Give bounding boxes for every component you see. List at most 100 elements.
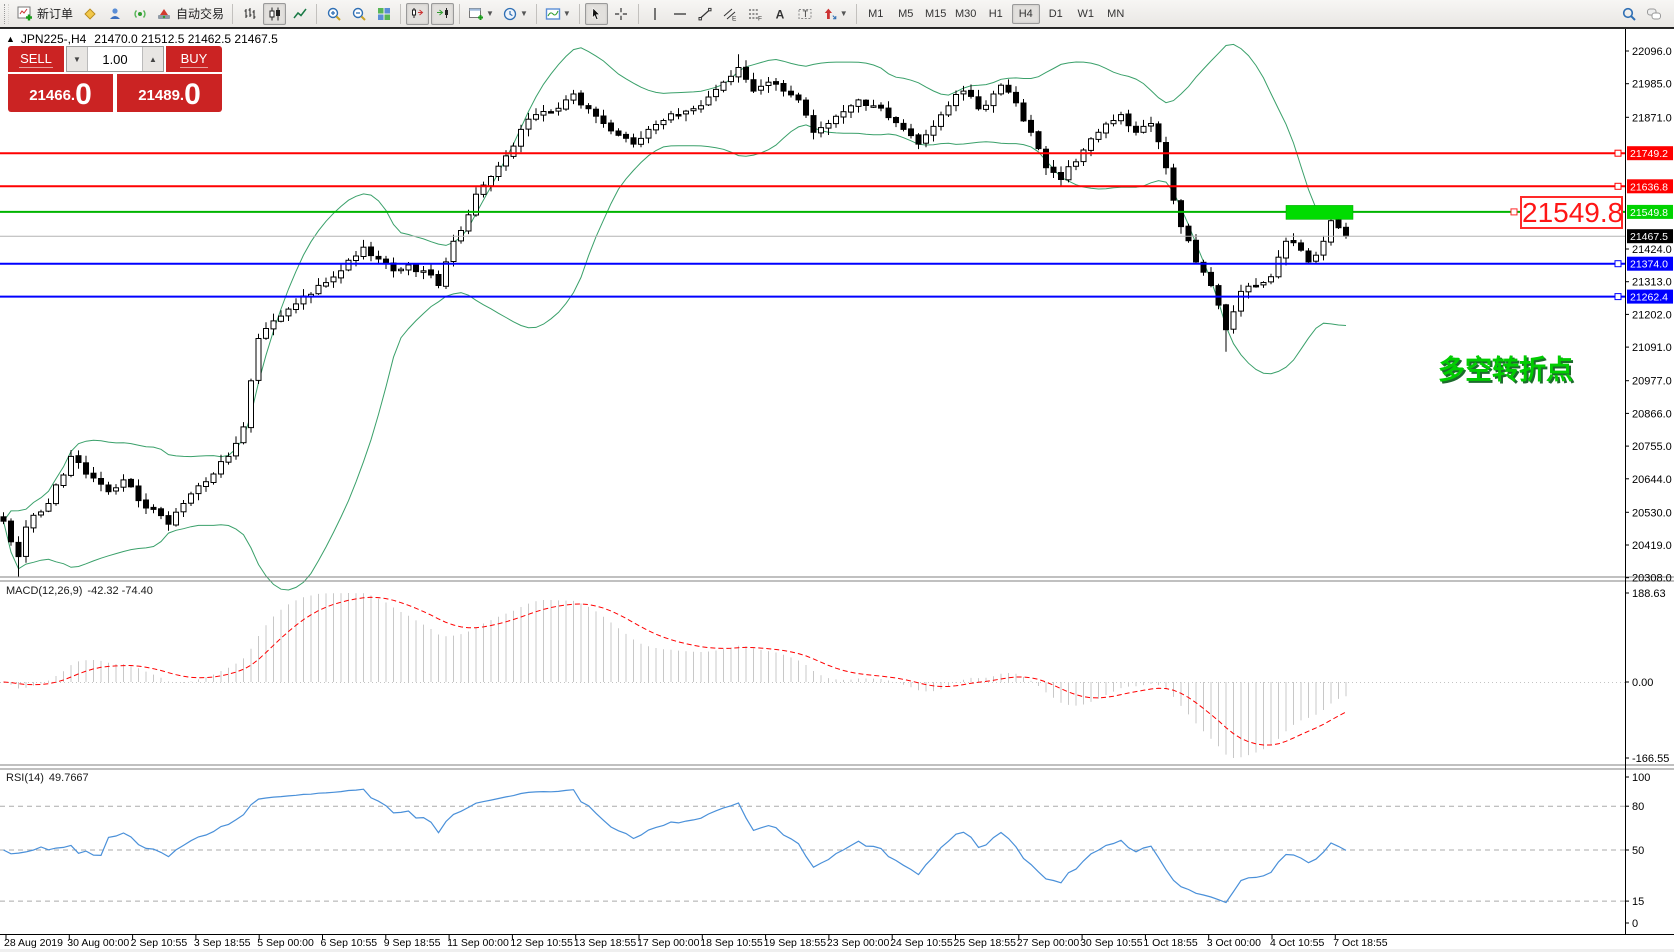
svg-text:15: 15 (1632, 896, 1644, 908)
sell-button[interactable]: SELL (8, 46, 64, 72)
svg-text:30 Sep 10:55: 30 Sep 10:55 (1080, 937, 1143, 949)
vertical-line-icon (654, 7, 656, 20)
symbol-title: JPN225-,H4 (20, 32, 87, 46)
svg-text:13 Sep 18:55: 13 Sep 18:55 (574, 937, 637, 949)
svg-text:11 Sep 00:00: 11 Sep 00:00 (447, 937, 509, 949)
toolbar-separator (855, 3, 857, 24)
search-icon (1622, 7, 1636, 21)
timeframe-d1-button[interactable]: D1 (1042, 4, 1070, 24)
horizontal-level-lines[interactable] (0, 152, 1625, 298)
svg-text:21871.0: 21871.0 (1632, 112, 1672, 124)
rsi-indicator-label: RSI(14) 49.7667 (6, 772, 89, 784)
svg-text:21467.5: 21467.5 (1630, 231, 1668, 243)
pivot-price-callout[interactable]: 21549.8 (1520, 196, 1624, 229)
svg-text:21262.4: 21262.4 (1630, 292, 1668, 304)
svg-text:E: E (732, 15, 737, 22)
svg-text:21424.0: 21424.0 (1632, 244, 1672, 256)
chevron-down-icon: ▼ (486, 9, 494, 18)
macd-panel (0, 593, 1625, 758)
text-label-button[interactable]: T (794, 3, 817, 25)
svg-text:F: F (758, 15, 762, 22)
price-axis[interactable]: 22096.0 21985.0 21871.0 21424.0 21313.0 21202… (1625, 29, 1673, 934)
signals-icon (133, 9, 146, 18)
timeframe-m15-button[interactable]: M15 (922, 4, 950, 24)
svg-text:20977.0: 20977.0 (1632, 376, 1672, 388)
volume-stepper: ▼ ▲ (66, 46, 164, 72)
buy-button[interactable]: BUY (166, 46, 222, 72)
vertical-line-button[interactable] (644, 3, 667, 25)
date-axis[interactable]: 28 Aug 2019 30 Aug 00:00 2 Sep 10:55 3 Sep … (0, 934, 1674, 950)
svg-text:3 Oct 00:00: 3 Oct 00:00 (1207, 937, 1261, 949)
svg-text:20308.0: 20308.0 (1632, 573, 1672, 585)
new-chart-button[interactable]: ▼ (465, 3, 497, 25)
cursor-button[interactable] (584, 2, 608, 25)
pivot-zone-box[interactable] (1285, 205, 1354, 220)
channel-icon: E (723, 8, 737, 22)
svg-text:T: T (803, 9, 809, 19)
svg-text:17 Sep 00:00: 17 Sep 00:00 (637, 937, 700, 949)
svg-text:0: 0 (1632, 918, 1638, 930)
timeframe-mn-button[interactable]: MN (1102, 4, 1130, 24)
zoom-out-button[interactable] (347, 3, 370, 25)
crosshair-button[interactable] (610, 3, 633, 25)
community-icon (109, 7, 120, 19)
chat-button[interactable] (1642, 3, 1665, 25)
search-button[interactable] (1617, 3, 1640, 25)
timeframe-w1-button[interactable]: W1 (1072, 4, 1100, 24)
trendline-icon (698, 7, 712, 20)
svg-text:0.00: 0.00 (1632, 677, 1653, 689)
channel-button[interactable]: E (719, 3, 742, 25)
chart-shift-button[interactable] (406, 2, 430, 25)
chat-icon (1646, 8, 1661, 19)
clock-icon (503, 7, 517, 20)
chevron-down-icon: ▼ (839, 9, 848, 18)
arrows-button[interactable]: ▼ (819, 3, 851, 25)
volume-increase-button[interactable]: ▲ (143, 47, 163, 71)
tile-windows-button[interactable] (372, 3, 395, 25)
new-order-icon (17, 6, 32, 20)
tile-windows-icon (377, 7, 390, 20)
templates-button[interactable]: ▼ (542, 3, 574, 25)
community-button[interactable] (103, 3, 126, 25)
metaeditor-button[interactable] (78, 3, 101, 25)
svg-text:A: A (776, 7, 785, 21)
svg-text:12 Sep 10:55: 12 Sep 10:55 (510, 937, 573, 949)
volume-input[interactable] (87, 47, 143, 71)
zoom-out-icon (352, 7, 366, 21)
sell-price-button[interactable]: 21466. 0 (8, 74, 113, 112)
periods-button[interactable]: ▼ (499, 3, 531, 25)
timeframe-h1-button[interactable]: H1 (982, 4, 1010, 24)
zoom-in-button[interactable] (322, 3, 345, 25)
timeframe-m5-button[interactable]: M5 (892, 4, 920, 24)
auto-scroll-icon (436, 7, 448, 18)
new-order-button[interactable]: 新订单 (14, 3, 76, 25)
svg-text:20419.0: 20419.0 (1632, 540, 1672, 552)
fibonacci-button[interactable]: F (744, 3, 767, 25)
horizontal-line-button[interactable] (669, 3, 692, 25)
bar-chart-icon (244, 7, 256, 19)
chart-bars-button[interactable] (238, 3, 261, 25)
text-a-icon: A (776, 7, 785, 21)
timeframe-h4-button[interactable]: H4 (1011, 3, 1040, 24)
panel-collapse-icon[interactable]: ▲ (6, 34, 15, 44)
macd-indicator-label: MACD(12,26,9) -42.32 -74.40 (6, 585, 153, 597)
signals-button[interactable] (128, 3, 151, 25)
timeframe-m30-button[interactable]: M30 (952, 4, 980, 24)
svg-text:21091.0: 21091.0 (1632, 342, 1672, 354)
timeframe-m1-button[interactable]: M1 (862, 4, 890, 24)
svg-text:24 Sep 10:55: 24 Sep 10:55 (890, 937, 953, 949)
chart-line-button[interactable] (288, 3, 311, 25)
buy-price-button[interactable]: 21489. 0 (117, 74, 222, 112)
text-button[interactable]: A (769, 3, 792, 25)
window-splitters[interactable] (0, 576, 1674, 770)
horizontal-line-icon (674, 12, 687, 15)
volume-decrease-button[interactable]: ▼ (67, 47, 87, 71)
svg-text:18 Sep 10:55: 18 Sep 10:55 (700, 937, 763, 949)
auto-scroll-button[interactable] (431, 2, 455, 25)
chart-candles-button[interactable] (263, 2, 287, 25)
svg-text:80: 80 (1632, 801, 1644, 813)
trendline-button[interactable] (694, 3, 717, 25)
autotrading-button[interactable]: 自动交易 (153, 3, 227, 25)
toolbar-separator (578, 3, 580, 24)
